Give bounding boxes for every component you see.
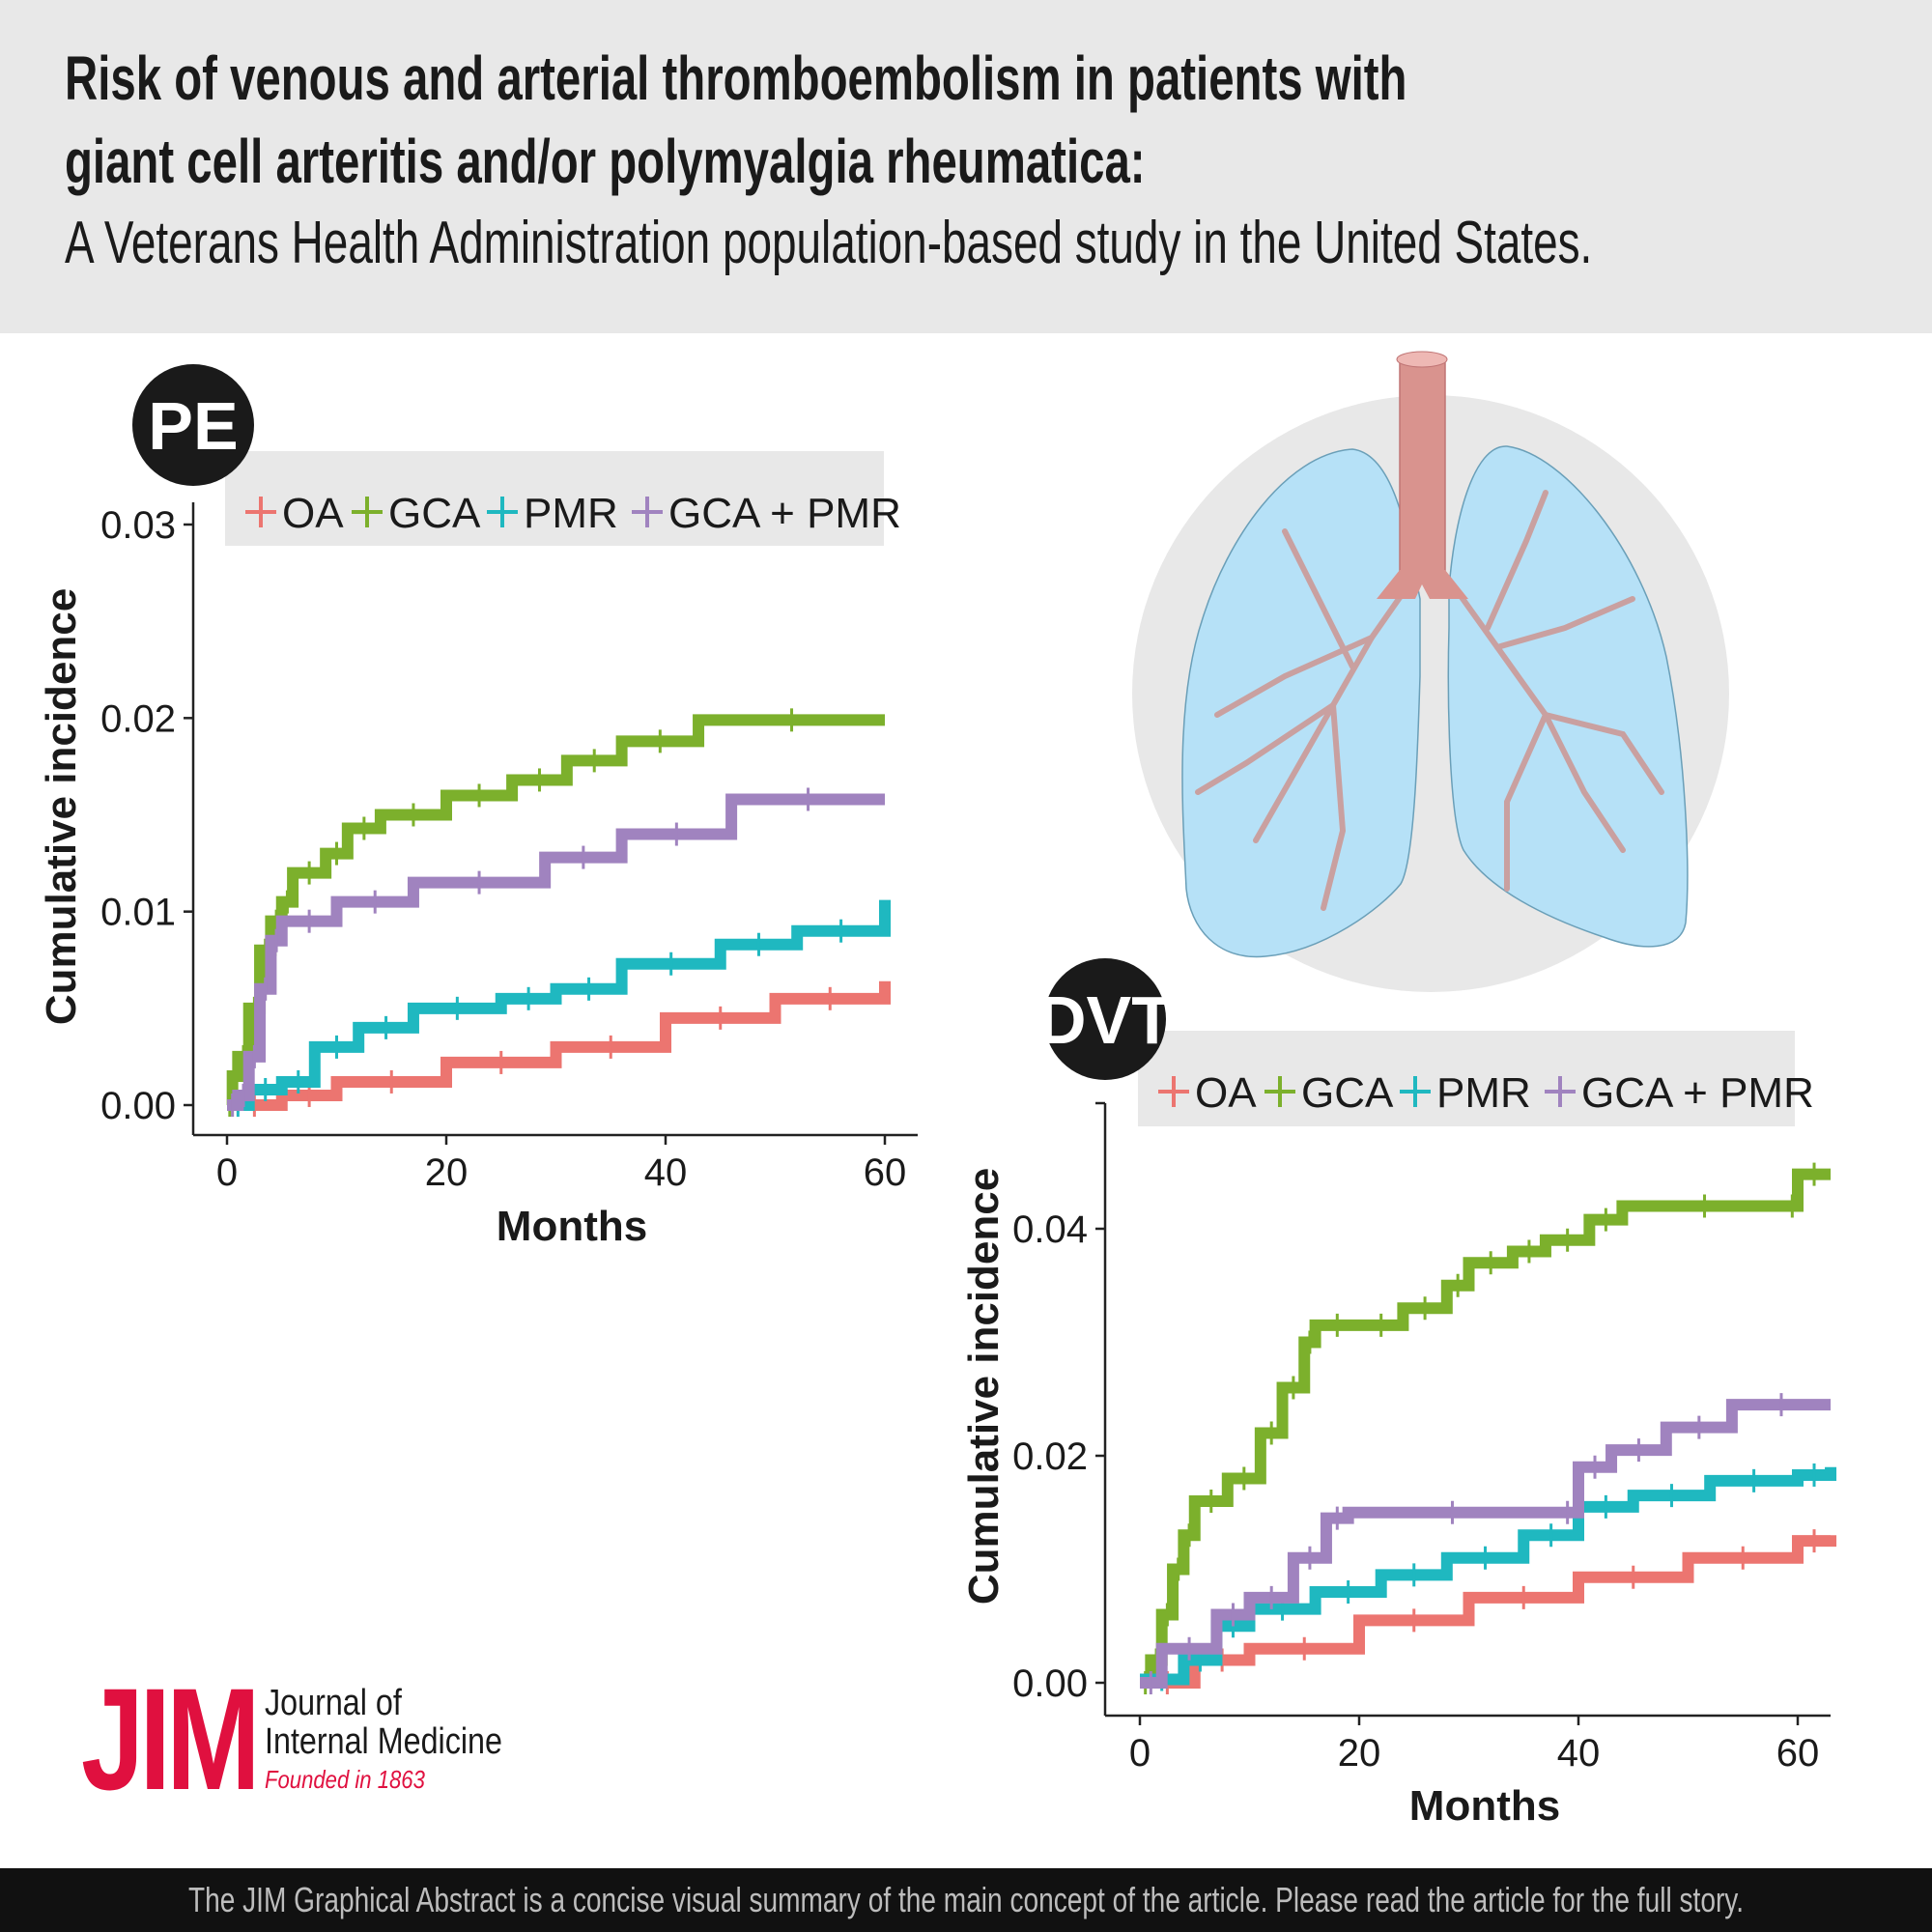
lungs-icon	[1132, 351, 1729, 992]
legend-label: OA	[1195, 1069, 1257, 1117]
x-tick-label: 20	[1338, 1732, 1381, 1775]
dvt-plot-area	[1140, 1162, 1837, 1694]
legend-plus-icon	[1264, 1076, 1295, 1107]
footer-text: The JIM Graphical Abstract is a concise …	[187, 1880, 1745, 1919]
legend-plus-icon	[1545, 1076, 1576, 1107]
x-tick-label: 60	[1776, 1732, 1820, 1775]
pe-ticks: 0 20 40 60 0.00 0.01 0.02 0.03	[100, 504, 906, 1194]
legend-label: GCA + PMR	[1581, 1069, 1814, 1117]
y-tick-label: 0.04	[1012, 1208, 1088, 1251]
legend-plus-icon	[352, 497, 383, 527]
founded-text: Founded in 1863	[265, 1765, 425, 1794]
jim-logo: JIM Journal of Internal Medicine Founded…	[81, 1658, 502, 1820]
journal-name-line-1: Journal of	[265, 1683, 402, 1723]
legend-plus-icon	[1400, 1076, 1431, 1107]
header-banner: Risk of venous and arterial thromboembol…	[0, 0, 1932, 333]
dvt-legend	[1138, 1031, 1795, 1126]
pe-legend	[225, 451, 884, 546]
jim-logo-mark: JIM	[81, 1658, 261, 1820]
pe-badge-label: PE	[148, 388, 238, 464]
dvt-x-axis-title: Months	[1409, 1782, 1560, 1830]
dvt-series-pmr	[1140, 1466, 1837, 1686]
y-tick-label: 0.01	[100, 892, 176, 934]
journal-name: Journal of Internal Medicine	[265, 1684, 502, 1761]
legend-label: GCA	[1301, 1069, 1394, 1117]
y-tick-label: 0.02	[100, 697, 176, 740]
x-tick-label: 60	[864, 1151, 907, 1194]
pe-badge	[132, 364, 254, 486]
x-tick-label: 40	[644, 1151, 688, 1194]
x-tick-label: 40	[1557, 1732, 1601, 1775]
legend-plus-icon	[1158, 1076, 1189, 1107]
title-line-1: Risk of venous and arterial thromboembol…	[65, 43, 1407, 113]
legend-label: GCA	[388, 490, 481, 537]
legend-label: GCA + PMR	[668, 490, 901, 537]
x-tick-label: 20	[425, 1151, 469, 1194]
legend-plus-icon	[245, 497, 276, 527]
dvt-series-oa	[1140, 1535, 1837, 1689]
y-tick-label: 0.00	[1012, 1662, 1088, 1705]
dvt-ticks: 0 20 40 60 0.00 0.02 0.04	[1012, 1208, 1819, 1775]
dvt-chart: 0 20 40 60 0.00 0.02 0.04 Months Cumulative in…	[960, 958, 1837, 1830]
y-tick-label: 0.00	[100, 1085, 176, 1127]
pe-series-gca	[226, 714, 885, 1111]
dvt-y-axis-title: Cumulative incidence	[960, 1168, 1008, 1605]
legend-plus-icon	[487, 497, 518, 527]
title-line-2: giant cell arteritis and/or polymyalgia …	[65, 127, 1146, 196]
legend-label: OA	[282, 490, 344, 537]
pe-series-pmr	[227, 899, 891, 1111]
pe-x-axis-title: Months	[497, 1203, 647, 1250]
subtitle: A Veterans Health Administration populat…	[65, 210, 1593, 276]
legend-plus-icon	[632, 497, 663, 527]
legend-label: PMR	[1436, 1069, 1531, 1117]
dvt-series-gca-pmr	[1140, 1399, 1832, 1689]
x-tick-label: 0	[1129, 1732, 1151, 1775]
x-tick-label: 0	[216, 1151, 238, 1194]
pe-series-oa	[227, 980, 891, 1111]
y-tick-label: 0.03	[100, 504, 176, 547]
pe-plot-area	[226, 708, 891, 1117]
journal-name-line-2: Internal Medicine	[265, 1721, 502, 1762]
dvt-badge-label: DVT	[1037, 982, 1173, 1058]
y-tick-label: 0.02	[1012, 1435, 1088, 1478]
pe-chart: 0 20 40 60 0.00 0.01 0.02 0.03 Months Cumulativ…	[38, 364, 918, 1250]
legend-label: PMR	[524, 490, 618, 537]
pe-y-axis-title: Cumulative incidence	[38, 588, 85, 1025]
footer-banner: The JIM Graphical Abstract is a concise …	[0, 1868, 1932, 1932]
dvt-badge	[1044, 958, 1166, 1080]
